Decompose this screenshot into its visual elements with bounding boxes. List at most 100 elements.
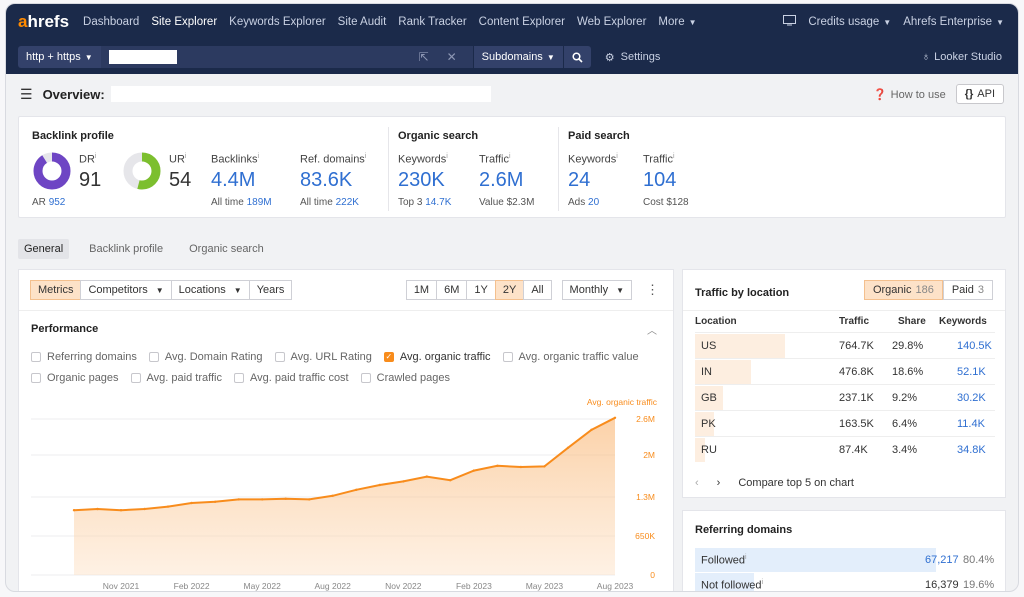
refdomains-value[interactable]: 83.6K [300, 169, 353, 191]
location-pager: ‹ › Compare top 5 on chart [695, 477, 854, 489]
organic-traffic-value[interactable]: 2.6M [479, 169, 524, 191]
check-avg-organic-traffic[interactable]: ✓ Avg. organic traffic [383, 351, 491, 363]
location-keywords[interactable]: 140.5K [957, 340, 992, 352]
location-row[interactable]: US 764.7K 29.8% 140.5K [695, 332, 995, 358]
more-options-icon[interactable]: ⋮ [646, 282, 659, 297]
location-row[interactable]: GB 237.1K 9.2% 30.2K [695, 384, 995, 410]
tab-organic-search[interactable]: Organic search [189, 243, 264, 255]
compare-top5-link[interactable]: Compare top 5 on chart [738, 477, 854, 489]
organic-toggle[interactable]: Organic 186 [863, 280, 943, 300]
traffic-point[interactable] [425, 475, 428, 478]
ref-value[interactable]: 67,217 [925, 554, 959, 566]
location-keywords[interactable]: 52.1K [957, 366, 986, 378]
traffic-point[interactable] [590, 428, 593, 431]
backlinks-value[interactable]: 4.4M [211, 169, 256, 191]
traffic-point[interactable] [166, 505, 170, 508]
account-menu[interactable]: Ahrefs Enterprise ▼ [903, 16, 1004, 28]
checkbox-icon [148, 352, 159, 362]
traffic-point[interactable] [449, 479, 452, 482]
traffic-point[interactable] [261, 498, 264, 501]
location-keywords[interactable]: 30.2K [957, 392, 986, 404]
years-button[interactable]: Years [248, 280, 293, 300]
traffic-point[interactable] [378, 483, 381, 487]
organic-keywords-value[interactable]: 230K [398, 169, 445, 191]
traffic-point[interactable] [237, 498, 240, 501]
nav-content-explorer[interactable]: Content Explorer [478, 16, 565, 28]
ahrefs-logo[interactable]: ahrefs [18, 12, 70, 31]
traffic-point[interactable] [72, 509, 76, 512]
check-organic-pages[interactable]: Organic pages [31, 372, 119, 384]
traffic-point[interactable] [331, 494, 334, 497]
traffic-point[interactable] [496, 464, 499, 467]
check-referring-domains[interactable]: Referring domains [31, 351, 137, 363]
traffic-point[interactable] [613, 416, 617, 419]
menu-icon[interactable]: ☰ [20, 85, 33, 102]
tab-general[interactable]: General [18, 239, 70, 259]
traffic-point[interactable] [566, 446, 570, 449]
traffic-point[interactable] [355, 488, 358, 491]
mode-select[interactable]: Subdomains ▼ [472, 46, 563, 68]
range-2y[interactable]: 2Y [494, 280, 525, 300]
check-avg-url-rating[interactable]: Avg. URL Rating [274, 351, 372, 363]
traffic-point[interactable] [519, 465, 523, 469]
chevron-up-icon[interactable]: ︿ [647, 326, 657, 337]
nav-dashboard[interactable]: Dashboard [83, 16, 140, 28]
nav-more[interactable]: More ▼ [658, 16, 697, 28]
tab-backlink-profile[interactable]: Backlink profile [89, 243, 164, 255]
search-button[interactable] [562, 46, 591, 68]
credits-usage-menu[interactable]: Credits usage ▼ [808, 16, 892, 28]
traffic-point[interactable] [472, 469, 476, 472]
nav-site-audit[interactable]: Site Audit [337, 16, 387, 28]
paid-traffic-value[interactable]: 104 [643, 169, 677, 191]
range-all[interactable]: All [523, 280, 552, 300]
location-keywords[interactable]: 34.8K [957, 444, 986, 456]
check-avg-organic-traffic-value[interactable]: Avg. organic traffic value [502, 351, 639, 363]
check-avg-paid-traffic-cost[interactable]: Avg. paid traffic cost [233, 372, 349, 384]
traffic-point[interactable] [119, 509, 123, 512]
traffic-point[interactable] [308, 498, 311, 501]
range-1m[interactable]: 1M [405, 280, 438, 300]
competitors-dropdown[interactable]: Competitors ▼ [80, 280, 172, 300]
paid-keywords-value[interactable]: 24 [568, 169, 591, 191]
traffic-point[interactable] [96, 507, 99, 511]
traffic-point[interactable] [143, 507, 146, 511]
referring-domain-row[interactable]: Followedi 67,217 80.4% [695, 548, 995, 572]
traffic-point[interactable] [402, 480, 405, 483]
interval-dropdown[interactable]: Monthly ▼ [561, 280, 632, 300]
clear-icon[interactable]: ✕ [446, 50, 457, 64]
nav-rank-tracker[interactable]: Rank Tracker [398, 16, 467, 28]
check-avg-domain-rating[interactable]: Avg. Domain Rating [148, 351, 263, 363]
referring-domains-card: Referring domains Followedi 67,217 80.4% No… [682, 510, 1006, 591]
ur-value: 54 [169, 169, 192, 191]
range-6m[interactable]: 6M [436, 280, 468, 300]
monitor-icon[interactable] [783, 15, 797, 29]
range-1y[interactable]: 1Y [466, 280, 496, 300]
how-to-use-link[interactable]: ❓ How to use [872, 88, 946, 101]
traffic-line[interactable] [73, 416, 616, 512]
traffic-point[interactable] [284, 497, 287, 500]
traffic-point[interactable] [543, 465, 546, 468]
traffic-point[interactable] [190, 501, 193, 505]
check-avg-paid-traffic[interactable]: Avg. paid traffic [130, 372, 222, 384]
nav-web-explorer[interactable]: Web Explorer [576, 16, 647, 28]
location-row[interactable]: PK 163.5K 6.4% 11.4K [695, 410, 995, 436]
metrics-button[interactable]: Metrics [30, 280, 82, 300]
url-input[interactable] [108, 50, 177, 64]
locations-dropdown[interactable]: Locations ▼ [170, 280, 250, 300]
prev-page-icon[interactable]: ‹ [695, 477, 699, 489]
location-row[interactable]: IN 476.8K 18.6% 52.1K [695, 358, 995, 384]
paid-toggle[interactable]: Paid 3 [942, 280, 993, 300]
traffic-point[interactable] [213, 500, 217, 503]
api-button[interactable]: {} API [955, 84, 1004, 104]
next-page-icon[interactable]: › [716, 477, 721, 489]
nav-site-explorer[interactable]: Site Explorer [151, 16, 218, 28]
looker-studio-link[interactable]: ♁ Looker Studio [921, 51, 1002, 63]
location-row[interactable]: RU 87.4K 3.4% 34.8K [695, 436, 995, 462]
settings-button[interactable]: ⚙ Settings [604, 51, 661, 64]
referring-domain-row[interactable]: Not followedi 16,379 19.6% [695, 573, 995, 591]
location-keywords[interactable]: 11.4K [957, 418, 985, 430]
nav-keywords-explorer[interactable]: Keywords Explorer [229, 16, 326, 28]
open-link-icon[interactable]: ⇱ [418, 50, 429, 64]
check-crawled-pages[interactable]: Crawled pages [360, 372, 450, 384]
protocol-select[interactable]: http + https ▼ [18, 46, 101, 68]
